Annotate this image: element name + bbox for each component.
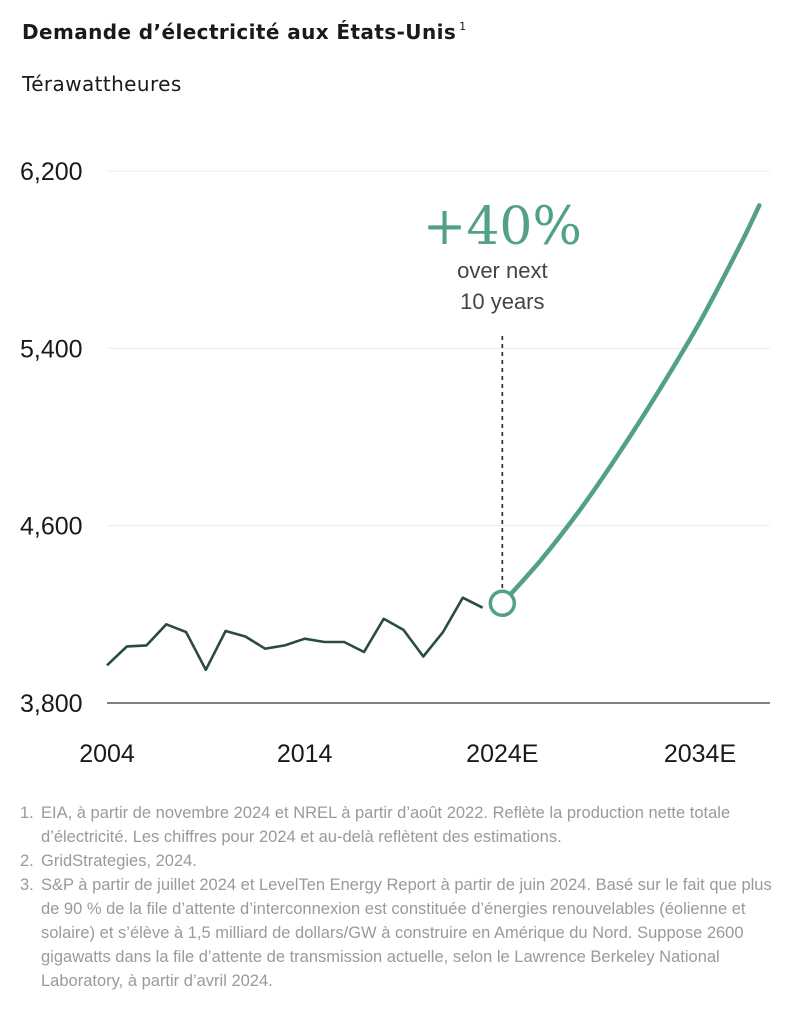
title-footnote-marker: 1 [459, 20, 467, 33]
footnote-text: S&P à partir de juillet 2024 et LevelTen… [41, 876, 772, 990]
footnote-number: 3. [20, 876, 34, 894]
footnote-number: 1. [20, 804, 34, 822]
footnote-text: EIA, à partir de novembre 2024 et NREL à… [41, 804, 731, 846]
x-axis-ticks: 2004 2014 2024E 2034E [79, 740, 736, 768]
footnote-text: GridStrategies, 2024. [41, 852, 197, 870]
footnote-item: 2. GridStrategies, 2024. [20, 849, 780, 873]
x-tick-label: 2034E [664, 740, 736, 768]
growth-percentage-label: +40% [423, 197, 582, 257]
footnote-item: 1. EIA, à partir de novembre 2024 et NREL… [20, 801, 780, 849]
y-tick-label: 4,600 [20, 513, 83, 541]
y-tick-label: 5,400 [20, 335, 83, 363]
y-tick-label: 3,800 [20, 690, 83, 718]
growth-caption-line1: over next [457, 258, 548, 283]
chart-title: Demande d’électricité aux États-Unis 1 [22, 20, 467, 44]
footnotes-list: 1. EIA, à partir de novembre 2024 et NREL… [20, 801, 780, 993]
footnote-item: 3. S&P à partir de juillet 2024 et LevelT… [20, 873, 780, 993]
footnote-number: 2. [20, 852, 34, 870]
y-axis-ticks: 3,800 4,600 5,400 6,200 [20, 158, 83, 718]
projected-demand-line [500, 203, 762, 606]
x-tick-label: 2024E [466, 740, 538, 768]
x-tick-label: 2014 [277, 740, 333, 768]
grid-lines [107, 170, 770, 527]
projection-start-marker [488, 589, 517, 617]
historical-demand-line [106, 596, 484, 672]
chart-subtitle: Térawattheures [22, 72, 182, 96]
chart-title-text: Demande d’électricité aux États-Unis [22, 20, 457, 44]
y-tick-label: 6,200 [20, 158, 83, 186]
x-tick-label: 2004 [79, 740, 135, 768]
growth-caption-line2: 10 years [460, 289, 544, 314]
